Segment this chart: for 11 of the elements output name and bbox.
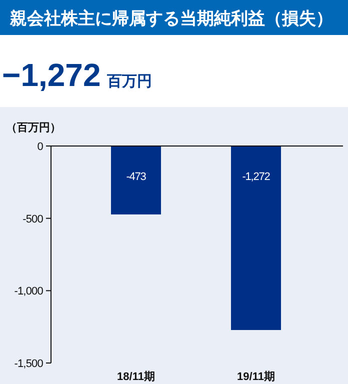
y-tick-label: 0 <box>37 141 44 153</box>
y-tick-label: -500 <box>22 213 44 226</box>
data-label: -473 <box>126 171 146 183</box>
y-axis-title: （百万円） <box>6 122 61 134</box>
y-tick-label: -1,000 <box>14 286 44 298</box>
chart-subtitle: −1,272 百万円 <box>2 57 152 93</box>
chart-title: 親会社株主に帰属する当期純利益（損失） <box>9 9 333 28</box>
y-tick-label: -1,500 <box>14 358 44 370</box>
x-tick-label: 18/11期 <box>117 370 155 383</box>
data-label: -1,272 <box>242 171 270 183</box>
x-tick-label: 19/11期 <box>237 370 275 383</box>
